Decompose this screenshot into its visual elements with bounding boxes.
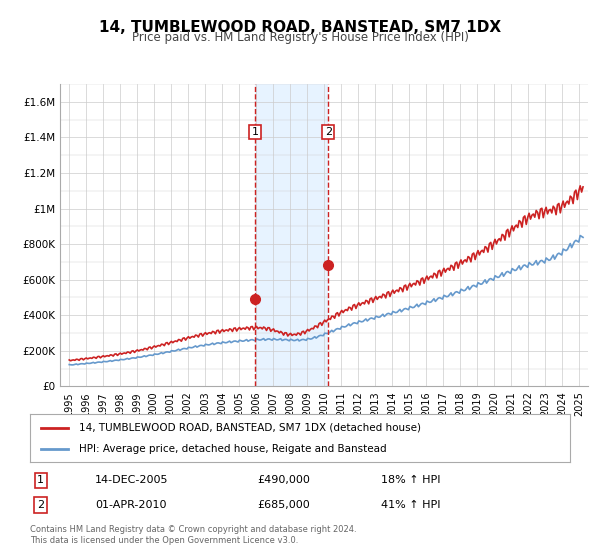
Text: 2: 2 [37, 500, 44, 510]
Text: 1: 1 [37, 475, 44, 486]
Text: 18% ↑ HPI: 18% ↑ HPI [381, 475, 440, 486]
Text: £490,000: £490,000 [257, 475, 310, 486]
Text: 1: 1 [251, 127, 259, 137]
Text: HPI: Average price, detached house, Reigate and Banstead: HPI: Average price, detached house, Reig… [79, 444, 386, 454]
Text: 14, TUMBLEWOOD ROAD, BANSTEAD, SM7 1DX (detached house): 14, TUMBLEWOOD ROAD, BANSTEAD, SM7 1DX (… [79, 423, 421, 433]
Text: 14, TUMBLEWOOD ROAD, BANSTEAD, SM7 1DX: 14, TUMBLEWOOD ROAD, BANSTEAD, SM7 1DX [99, 20, 501, 35]
Text: Contains HM Land Registry data © Crown copyright and database right 2024.: Contains HM Land Registry data © Crown c… [30, 525, 356, 534]
Text: 14-DEC-2005: 14-DEC-2005 [95, 475, 168, 486]
Text: This data is licensed under the Open Government Licence v3.0.: This data is licensed under the Open Gov… [30, 536, 298, 545]
Text: 41% ↑ HPI: 41% ↑ HPI [381, 500, 440, 510]
Bar [255, 84, 328, 386]
Text: Price paid vs. HM Land Registry's House Price Index (HPI): Price paid vs. HM Land Registry's House … [131, 31, 469, 44]
Text: £685,000: £685,000 [257, 500, 310, 510]
Text: 01-APR-2010: 01-APR-2010 [95, 500, 166, 510]
Text: 2: 2 [325, 127, 332, 137]
